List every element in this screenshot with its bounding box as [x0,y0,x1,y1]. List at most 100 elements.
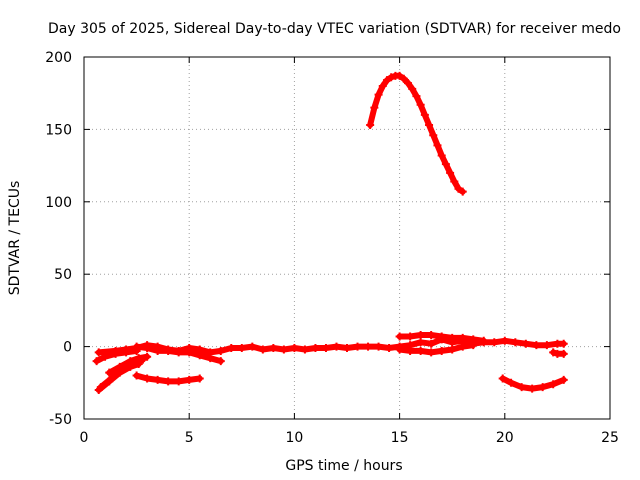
y-tick-label: -50 [49,412,72,428]
data-point-band-upper [437,332,446,341]
data-point-night-arc [549,380,558,389]
data-point-arc-peak [437,151,446,160]
data-point-evening-low [153,375,162,384]
data-point-arc-peak [454,184,463,193]
data-point-morning-dip [195,351,204,360]
y-tick-label: 150 [45,122,72,138]
data-point-morning-dip [164,346,173,355]
data-point-arc-peak [399,74,408,83]
chart-title: Day 305 of 2025, Sidereal Day-to-day VTE… [48,21,621,37]
data-point-night-arc [517,383,526,392]
data-point-loop-upper [122,348,131,357]
data-point-evening-low [195,374,204,383]
data-point-arc-peak [416,100,425,109]
data-point-evening-low [185,375,194,384]
y-tick-label: 50 [54,267,72,283]
data-point-arc-peak [429,131,438,140]
x-tick-label: 0 [80,430,89,446]
data-point-morning-dip [185,348,194,357]
data-point-arc-peak [450,177,459,186]
data-point-main-baseline [311,344,320,353]
data-point-loop-upper [92,357,101,366]
data-point-night-arc [507,378,516,387]
data-point-night-arc [538,383,547,392]
data-point-band-lower [406,346,415,355]
data-point-band-upper [416,331,425,340]
data-point-main-baseline [542,341,551,350]
data-point-end-tail [559,349,568,358]
data-point-band-lower [427,348,436,357]
grid-layer [84,57,610,419]
data-point-band-upper [406,332,415,341]
data-point-band-upper [427,331,436,340]
data-point-arc-peak [408,84,417,93]
data-point-main-baseline [374,342,383,351]
data-point-morning-dip [143,344,152,353]
data-point-band-lower [437,346,446,355]
data-point-main-baseline [416,338,425,347]
data-point-main-baseline [290,344,299,353]
data-point-main-baseline [511,338,520,347]
y-tick-label: 100 [45,195,72,211]
data-point-loop-b [107,374,116,383]
data-point-band-lower [448,345,457,354]
data-point-band-lower [469,341,478,350]
plot-frame [83,56,611,420]
data-point-arc-peak [378,81,387,90]
data-point-loop-c [134,354,143,363]
data-point-band-upper [395,332,404,341]
data-point-main-baseline [269,344,278,353]
data-point-arc-peak [458,187,467,196]
data-point-arc-peak [382,76,391,85]
x-tick-label: 20 [496,430,514,446]
data-point-main-baseline [385,344,394,353]
x-tick-label: 10 [285,430,303,446]
data-point-morning-dip [174,348,183,357]
tick-layer: 0 5 10 15 20 25 -50 0 50 100 150 200 [45,50,619,446]
data-point-loop-c [143,352,152,361]
data-point-arc-peak [366,121,375,130]
series-layer [92,71,568,395]
data-point-arc-peak [412,92,421,101]
data-point-arc-peak [404,79,413,88]
data-point-main-baseline [427,339,436,348]
data-point-main-baseline [300,345,309,354]
data-point-morning-dip [216,357,225,366]
data-point-arc-peak [370,103,379,112]
data-point-arc-peak [387,73,396,82]
data-point-main-baseline [490,338,499,347]
data-point-night-arc [528,384,537,393]
data-point-morning-dip [153,346,162,355]
data-point-main-baseline [321,344,330,353]
data-point-loop-c [126,357,135,366]
data-point-night-arc [559,375,568,384]
data-point-night-arc [498,374,507,383]
data-point-main-baseline [521,339,530,348]
data-point-band-upper [448,333,457,342]
y-tick-label: 200 [45,50,72,66]
data-point-main-baseline [343,344,351,353]
data-point-band-lower [458,342,467,351]
data-point-band-upper [479,336,488,345]
data-point-loop-b [96,383,105,392]
data-point-evening-low [132,371,141,380]
data-point-evening-low [143,374,152,383]
data-point-loop-c [105,368,114,377]
data-point-loop-upper [111,349,120,358]
data-point-evening-low [164,377,173,386]
data-point-evening-low [174,377,183,386]
data-point-main-baseline [216,346,225,355]
data-point-main-baseline [532,341,541,350]
data-point-main-baseline [559,339,568,348]
x-tick-label: 15 [391,430,409,446]
data-point-arc-peak [420,110,429,119]
data-point-arc-peak [374,90,383,99]
data-point-main-baseline [94,348,103,357]
data-point-band-upper [458,333,467,342]
data-point-arc-peak [395,71,404,80]
data-point-band-lower [395,345,404,354]
data-point-main-baseline [258,345,267,354]
data-point-main-baseline [248,342,257,351]
data-point-arc-peak [425,121,434,130]
